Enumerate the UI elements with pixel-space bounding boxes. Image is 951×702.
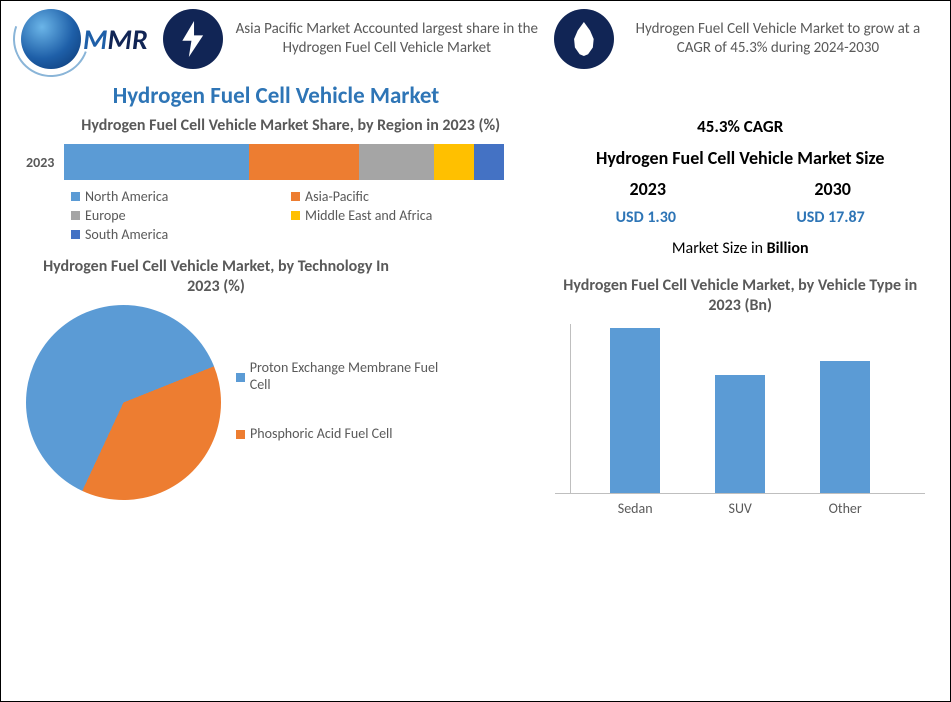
right-column: 45.3% CAGR Hydrogen Fuel Cell Vehicle Ma… xyxy=(555,116,925,517)
legend-item: Asia-Pacific xyxy=(291,188,511,205)
legend-label: Europe xyxy=(85,207,126,224)
cagr-label: 45.3% CAGR xyxy=(555,116,925,137)
content: Hydrogen Fuel Cell Vehicle Market Share,… xyxy=(1,116,950,517)
years-row: 2023 2030 xyxy=(555,178,925,200)
legend-swatch xyxy=(291,211,300,220)
header-text-1: Asia Pacific Market Accounted largest sh… xyxy=(235,20,539,58)
bar-label: SUV xyxy=(715,500,765,517)
size-note-prefix: Market Size in xyxy=(672,239,767,258)
logo-text: MMR xyxy=(83,22,148,57)
legend-label: South America xyxy=(85,226,168,243)
header: MMR Asia Pacific Market Accounted larges… xyxy=(1,1,950,74)
segment-north-america xyxy=(64,144,249,180)
stacked-bar-chart: 2023 xyxy=(26,144,555,180)
header-text-2: Hydrogen Fuel Cell Vehicle Market to gro… xyxy=(626,20,930,58)
vehicle-bar-chart: Hydrogen Fuel Cell Vehicle Market, by Ve… xyxy=(555,276,925,517)
value-2030: USD 17.87 xyxy=(796,208,864,227)
legend-item: North America xyxy=(71,188,291,205)
legend-label: Middle East and Africa xyxy=(305,207,432,224)
segment-europe xyxy=(359,144,434,180)
year-label: 2023 xyxy=(26,154,54,171)
legend-label: Phosphoric Acid Fuel Cell xyxy=(250,426,392,443)
legend-swatch xyxy=(291,192,300,201)
size-note: Market Size in Billion xyxy=(555,239,925,258)
bar-label: Sedan xyxy=(610,500,660,517)
globe-icon xyxy=(21,9,81,69)
legend-label: Proton Exchange Membrane Fuel Cell xyxy=(250,360,456,394)
legend-swatch xyxy=(71,192,80,201)
market-size-title: Hydrogen Fuel Cell Vehicle Market Size xyxy=(555,147,925,170)
flame-icon xyxy=(554,9,614,69)
stacked-bar xyxy=(64,144,504,180)
value-2023: USD 1.30 xyxy=(616,208,676,227)
legend-label: Asia-Pacific xyxy=(305,188,369,205)
vehicle-chart-title: Hydrogen Fuel Cell Vehicle Market, by Ve… xyxy=(555,276,925,316)
legend-item: Middle East and Africa xyxy=(291,207,511,224)
bar-suv xyxy=(715,375,765,493)
tech-chart-title: Hydrogen Fuel Cell Vehicle Market, by Te… xyxy=(26,257,406,297)
legend-swatch xyxy=(236,430,245,439)
segment-middle-east-and-africa xyxy=(434,144,474,180)
pie-legend: Proton Exchange Membrane Fuel Cell Phosph… xyxy=(236,360,456,444)
legend-item: Phosphoric Acid Fuel Cell xyxy=(236,426,456,443)
header-highlight-2: Hydrogen Fuel Cell Vehicle Market to gro… xyxy=(554,9,930,69)
year-2023: 2023 xyxy=(630,178,667,200)
region-legend: North America Asia-Pacific Europe Middle Ea… xyxy=(71,188,521,245)
pie-chart xyxy=(26,305,221,500)
legend-label: North America xyxy=(85,188,168,205)
left-column: Hydrogen Fuel Cell Vehicle Market Share,… xyxy=(26,116,555,517)
segment-asia-pacific xyxy=(249,144,359,180)
legend-swatch xyxy=(71,230,80,239)
legend-swatch xyxy=(71,211,80,220)
size-note-bold: Billion xyxy=(767,239,809,258)
region-chart-title: Hydrogen Fuel Cell Vehicle Market Share,… xyxy=(26,116,555,136)
year-2030: 2030 xyxy=(814,178,851,200)
bolt-icon xyxy=(163,9,223,69)
segment-south-america xyxy=(474,144,505,180)
bar-sedan xyxy=(610,328,660,493)
mmr-logo: MMR xyxy=(21,9,148,69)
pie-chart-section: Proton Exchange Membrane Fuel Cell Phosph… xyxy=(26,305,555,500)
values-row: USD 1.30 USD 17.87 xyxy=(555,208,925,227)
legend-item: South America xyxy=(71,226,291,243)
bar-labels: Sedan SUV Other xyxy=(555,500,925,517)
bar-label: Other xyxy=(820,500,870,517)
legend-item: Proton Exchange Membrane Fuel Cell xyxy=(236,360,456,394)
main-title: Hydrogen Fuel Cell Vehicle Market xyxy=(31,82,521,110)
header-highlight-1: Asia Pacific Market Accounted largest sh… xyxy=(163,9,539,69)
legend-item: Europe xyxy=(71,207,291,224)
bar-other xyxy=(820,361,870,493)
legend-swatch xyxy=(236,373,245,382)
bars-container xyxy=(555,324,925,494)
